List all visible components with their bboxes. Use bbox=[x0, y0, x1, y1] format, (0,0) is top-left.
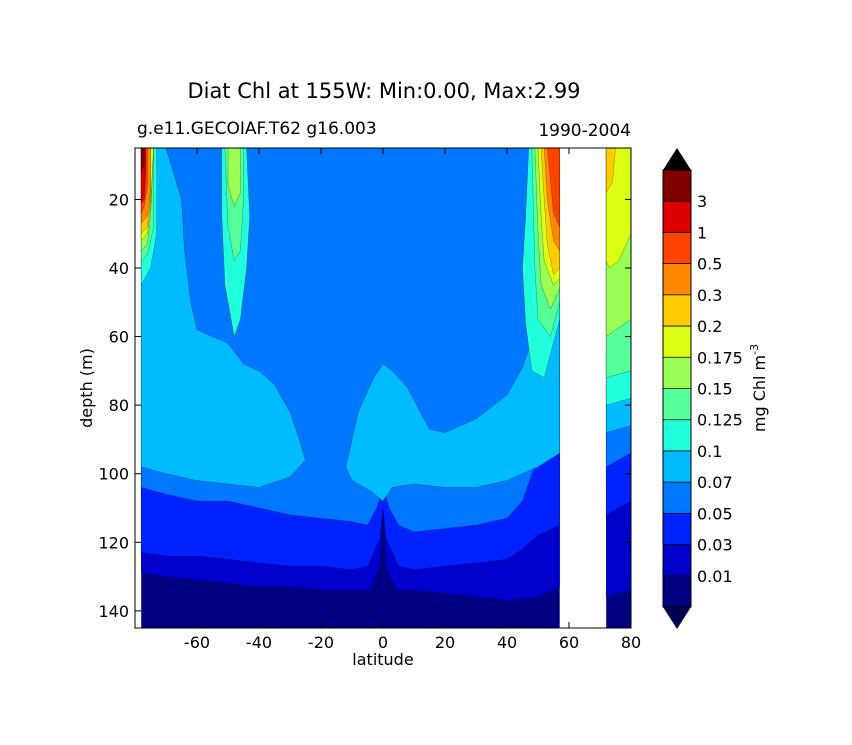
colorbar-segment-4 bbox=[663, 450, 691, 483]
colorbar-tick-label: 3 bbox=[697, 192, 707, 211]
run-name-subtitle: g.e11.GECOIAF.T62 g16.003 bbox=[137, 119, 377, 139]
colorbar-tick-label: 0.5 bbox=[697, 255, 722, 274]
colorbar-label: mg Chl m-3 bbox=[748, 344, 769, 432]
colorbar-segment-0 bbox=[663, 575, 691, 607]
y-tick-label: 40 bbox=[109, 259, 129, 278]
colorbar-tick-label: 0.175 bbox=[697, 348, 743, 367]
x-tick-label: -20 bbox=[308, 633, 334, 652]
x-tick-label: -60 bbox=[184, 633, 210, 652]
y-tick-label: 80 bbox=[109, 396, 129, 415]
colorbar-segment-1 bbox=[663, 544, 691, 576]
y-tick-label: 140 bbox=[98, 602, 129, 621]
y-tick-label: 120 bbox=[98, 533, 129, 552]
missing-data-band bbox=[561, 148, 605, 628]
plot-area bbox=[135, 148, 631, 628]
svg-text:mg Chl m-3: mg Chl m-3 bbox=[748, 344, 769, 432]
colorbar-segment-13 bbox=[663, 170, 691, 202]
colorbar-segment-9 bbox=[663, 294, 691, 327]
colorbar-label-text: mg Chl m bbox=[750, 355, 769, 432]
colorbar-segment-2 bbox=[663, 513, 691, 545]
x-tick-label: 0 bbox=[378, 633, 388, 652]
x-axis-label: latitude bbox=[352, 650, 413, 669]
contour-level-9-region-2 bbox=[606, 148, 616, 194]
colorbar-tick-label: 0.07 bbox=[697, 473, 733, 492]
colorbar-segment-7 bbox=[663, 357, 691, 389]
colorbar-tick-label: 1 bbox=[697, 223, 707, 242]
x-tick-label: 60 bbox=[559, 633, 579, 652]
contour-level-11-region-1 bbox=[547, 148, 560, 227]
contour-level-7-region-0 bbox=[227, 148, 241, 207]
colorbar-tick-label: 0.125 bbox=[697, 411, 743, 430]
contour-fills bbox=[140, 148, 631, 628]
contour-level-13-region-0 bbox=[140, 148, 145, 173]
x-tick-label: -40 bbox=[246, 633, 272, 652]
colorbar-tick-label: 0.2 bbox=[697, 317, 722, 336]
colorbar-tick-label: 0.15 bbox=[697, 380, 733, 399]
colorbar-extend-min bbox=[663, 607, 691, 629]
colorbar-segment-12 bbox=[663, 201, 691, 233]
y-tick-label: 100 bbox=[98, 465, 129, 484]
colorbar-segment-5 bbox=[663, 419, 691, 451]
y-axis-label: depth (m) bbox=[77, 348, 96, 428]
colorbar-segment-8 bbox=[663, 326, 691, 358]
colorbar-segment-11 bbox=[663, 232, 691, 264]
x-tick-label: 40 bbox=[497, 633, 517, 652]
axis-ticks: -60 -40 -20 0 20 40 60 80 20 40 60 80 100 120 140 bbox=[98, 148, 641, 652]
colorbar-segment-3 bbox=[663, 482, 691, 514]
colorbar-segment-6 bbox=[663, 388, 691, 420]
x-tick-label: 80 bbox=[621, 633, 641, 652]
contour-level-4-region-0 bbox=[140, 148, 306, 488]
colorbar-tick-label: 0.01 bbox=[697, 567, 733, 586]
colorbar-segment-10 bbox=[663, 263, 691, 295]
colorbar-tick-label: 0.05 bbox=[697, 504, 733, 523]
y-tick-label: 20 bbox=[109, 190, 129, 209]
chart-title: Diat Chl at 155W: Min:0.00, Max:2.99 bbox=[187, 79, 580, 103]
colorbar-tick-label: 0.3 bbox=[697, 286, 722, 305]
colorbar-extend-max bbox=[663, 148, 691, 170]
y-tick-label: 60 bbox=[109, 328, 129, 347]
x-tick-label: 20 bbox=[435, 633, 455, 652]
colorbar-tick-label: 0.1 bbox=[697, 442, 722, 461]
period-subtitle: 1990-2004 bbox=[538, 121, 631, 141]
colorbar: 0.01 0.03 0.05 0.07 0.1 0.125 0.15 0.175 0.2 0.3 0… bbox=[662, 148, 743, 629]
colorbar-tick-label: 0.03 bbox=[697, 536, 733, 555]
colorbar-label-exponent: -3 bbox=[748, 344, 761, 355]
